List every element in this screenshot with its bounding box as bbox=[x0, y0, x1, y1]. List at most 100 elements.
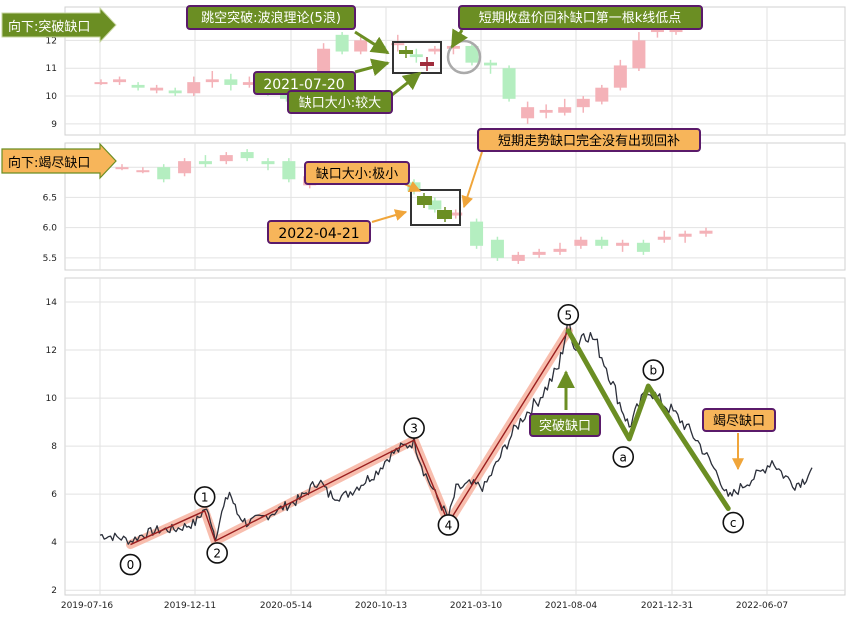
wave-label-a: a bbox=[620, 450, 627, 464]
middle-candle bbox=[616, 242, 630, 246]
arrow-b2 bbox=[461, 151, 483, 209]
middle-candle bbox=[240, 152, 254, 159]
x-tick-label: 2020-05-14 bbox=[260, 601, 313, 611]
x-tick-label: 2019-12-11 bbox=[164, 601, 216, 611]
middle-candle bbox=[532, 251, 546, 255]
annotation-a1: 跳空突破:波浪理论(5浪) bbox=[201, 10, 341, 26]
annotation-c2-box bbox=[702, 408, 776, 432]
top-candle bbox=[502, 68, 516, 99]
wave-label-4: 4 bbox=[445, 518, 453, 532]
wave-label-2: 2 bbox=[213, 546, 221, 560]
middle-candle bbox=[449, 212, 463, 216]
middle-candle bbox=[261, 161, 275, 165]
top-candle bbox=[409, 54, 423, 58]
top-candle bbox=[354, 40, 368, 52]
middle-candle bbox=[219, 155, 233, 162]
top-ytick-label: 12 bbox=[46, 36, 57, 46]
top-candle bbox=[484, 62, 498, 66]
wave-label-1: 1 bbox=[201, 490, 209, 504]
bottom-ytick-label: 10 bbox=[46, 394, 58, 404]
x-tick-label: 2019-07-16 bbox=[61, 601, 114, 611]
arrow-b3 bbox=[371, 209, 408, 223]
top-tag-arrow bbox=[1, 6, 117, 44]
middle-candle bbox=[657, 236, 671, 240]
middle-tag-arrow bbox=[1, 142, 117, 180]
wave-label-5: 5 bbox=[565, 308, 573, 322]
wave-line-correction bbox=[565, 328, 731, 512]
arrow-a1 bbox=[354, 30, 390, 55]
top-candle bbox=[150, 87, 164, 91]
middle-candle bbox=[699, 230, 713, 234]
bottom-panel-grid bbox=[65, 278, 845, 595]
x-tick-label: 2022-06-07 bbox=[736, 601, 788, 611]
annotation-a2: 短期收盘价回补缺口第一根k线低点 bbox=[479, 10, 682, 26]
middle-candle bbox=[115, 167, 129, 170]
annotation-a1-box bbox=[186, 5, 356, 30]
wave-label-0-circle bbox=[119, 553, 142, 576]
middle-candle bbox=[553, 248, 567, 252]
arrow-a4 bbox=[391, 71, 422, 97]
top-candle bbox=[539, 109, 553, 113]
middle-candle bbox=[198, 161, 212, 165]
x-tick-label: 2020-10-13 bbox=[355, 601, 407, 611]
wave-line-impulse bbox=[130, 330, 569, 546]
wave-label-a-circle bbox=[612, 446, 635, 468]
top-candle bbox=[428, 48, 442, 52]
middle-candle bbox=[636, 242, 650, 252]
arrow-a3 bbox=[354, 58, 390, 76]
wave-label-4-circle bbox=[437, 514, 460, 536]
annotation-c2: 竭尽缺口 bbox=[713, 414, 765, 429]
bottom-ytick-label: 12 bbox=[46, 346, 57, 356]
annotation-c1: 突破缺口 bbox=[539, 418, 591, 434]
wave-label-c-circle bbox=[722, 511, 745, 534]
top-candle bbox=[613, 65, 627, 88]
top-candle bbox=[650, 29, 664, 33]
middle-candle bbox=[511, 254, 525, 261]
middle-candle bbox=[574, 239, 588, 246]
middle-ytick-label: 6.0 bbox=[43, 224, 58, 234]
top-candle bbox=[576, 98, 590, 108]
wave-label-3-circle bbox=[403, 417, 425, 439]
wave-label-1-circle bbox=[193, 486, 216, 508]
annotation-a2-box bbox=[458, 5, 703, 30]
bottom-ytick-label: 8 bbox=[51, 442, 57, 452]
top-gap-candle-1 bbox=[399, 50, 413, 54]
middle-tag-text: 向下:竭尽缺口 bbox=[8, 155, 90, 171]
annotation-c1-box bbox=[529, 413, 601, 437]
annotation-b3: 2022-04-21 bbox=[278, 226, 359, 242]
top-candle bbox=[224, 79, 238, 85]
middle-gap-box bbox=[410, 189, 461, 226]
wave-label-3: 3 bbox=[410, 422, 418, 436]
middle-candle bbox=[157, 167, 171, 180]
annotation-b3-box bbox=[267, 220, 371, 244]
top-candle bbox=[242, 82, 256, 85]
annotation-a4: 缺口大小:较大 bbox=[299, 96, 381, 111]
wave-label-b-circle bbox=[642, 359, 665, 381]
top-ytick-label: 11 bbox=[46, 64, 57, 74]
top-gap-candle-2 bbox=[420, 62, 434, 66]
arrow-a2 bbox=[450, 28, 468, 49]
middle-candle bbox=[490, 239, 504, 258]
top-ytick-label: 9 bbox=[51, 120, 57, 130]
top-candle bbox=[131, 84, 145, 88]
middle-candle bbox=[178, 161, 192, 174]
wave-label-2-circle bbox=[206, 542, 228, 564]
bottom-ytick-label: 4 bbox=[51, 538, 57, 548]
bottom-ytick-label: 2 bbox=[51, 586, 57, 596]
x-tick-label: 2021-08-04 bbox=[545, 601, 598, 611]
wave-label-c: c bbox=[730, 516, 737, 530]
wave-label-b: b bbox=[649, 364, 657, 378]
middle-candle bbox=[595, 239, 609, 246]
top-ytick-label: 10 bbox=[46, 92, 58, 102]
bottom-ytick-label: 6 bbox=[51, 490, 57, 500]
annotation-b1-box bbox=[304, 161, 410, 185]
price-line bbox=[99, 313, 813, 545]
top-candle bbox=[595, 87, 609, 102]
middle-ytick-label: 5.5 bbox=[43, 254, 57, 264]
top-candle bbox=[168, 90, 182, 94]
annotation-a4-box bbox=[287, 90, 393, 114]
wave-labels: 0 1 2 3 4 5 a b c bbox=[119, 304, 745, 576]
bottom-ytick-label: 14 bbox=[46, 298, 58, 308]
middle-candle bbox=[678, 233, 692, 237]
